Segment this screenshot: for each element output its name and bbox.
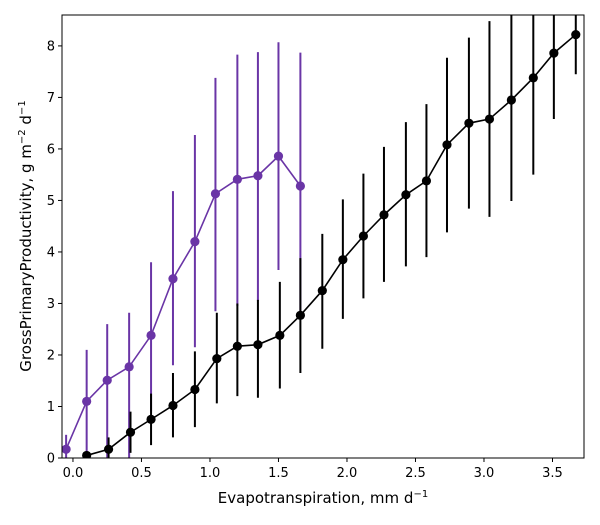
data-point: [506, 95, 516, 105]
data-point: [275, 330, 285, 341]
data-point: [528, 73, 538, 83]
data-point: [338, 255, 348, 265]
data-point: [358, 231, 369, 241]
y-tick-label: 4: [47, 245, 55, 260]
data-point: [421, 176, 432, 186]
data-point: [401, 190, 411, 200]
data-point: [232, 341, 242, 351]
data-point: [124, 362, 134, 372]
y-tick-label: 5: [47, 194, 55, 209]
y-tick-label: 3: [47, 297, 55, 312]
y-axis-label: GrossPrimaryProductivity, g m−2 d−1: [17, 100, 35, 371]
data-point: [62, 444, 71, 454]
data-point: [464, 118, 474, 128]
data-point: [168, 274, 178, 284]
data-point: [273, 151, 284, 161]
series-2: [82, 15, 581, 458]
data-point: [212, 353, 222, 364]
data-point: [146, 330, 156, 341]
data-point: [295, 181, 305, 191]
data-point: [168, 400, 178, 411]
y-axis-label-superscript-1: −2: [17, 129, 28, 144]
y-tick-label: 2: [47, 348, 55, 363]
data-point: [190, 384, 200, 395]
data-point: [295, 310, 305, 320]
data-point: [125, 427, 136, 437]
data-point: [442, 140, 452, 150]
x-tick-label: 0.5: [131, 466, 152, 481]
x-tick-label: 0.0: [63, 466, 84, 481]
y-axis-label-superscript-2: −1: [17, 100, 28, 115]
data-point: [232, 174, 242, 184]
data-point: [317, 285, 327, 296]
y-axis-label-mid: d: [17, 115, 35, 129]
data-point: [549, 48, 559, 58]
x-tick-label: 3.5: [542, 466, 563, 481]
x-axis-label: Evapotranspiration, mm d−1: [218, 489, 428, 507]
axis-layer: 0.0 0.5 1.0 1.5 2.0 2.5 3.0 3.5 0 1 2 3 4 5 6 7 8: [47, 39, 563, 481]
x-tick-label: 2.5: [405, 466, 426, 481]
series-1: [62, 42, 305, 458]
data-point: [103, 444, 114, 454]
data-point: [253, 171, 263, 181]
y-tick-label: 1: [47, 400, 55, 415]
data-point: [146, 414, 156, 424]
series-group: [62, 15, 581, 458]
x-tick-label: 1.0: [200, 466, 221, 481]
data-point: [571, 29, 581, 40]
data-point: [484, 114, 495, 124]
y-tick-label: 0: [47, 452, 55, 467]
y-tick-label: 8: [47, 39, 55, 54]
y-axis-label-text: GrossPrimaryProductivity, g m: [17, 144, 35, 372]
y-tick-label: 6: [47, 142, 55, 157]
data-point: [190, 237, 200, 247]
plot-frame: [61, 14, 585, 459]
x-tick-label: 2.0: [337, 466, 358, 481]
data-point: [210, 189, 221, 199]
x-axis-label-text: Evapotranspiration, mm d: [218, 489, 414, 507]
series-line: [65, 154, 302, 450]
x-tick-label: 1.5: [268, 466, 289, 481]
series-layer: [62, 15, 581, 458]
x-axis-label-superscript: −1: [413, 489, 428, 500]
data-point: [102, 375, 112, 385]
y-tick-label: 7: [47, 91, 55, 106]
data-point: [379, 210, 389, 220]
data-point: [82, 450, 92, 458]
x-tick-label: 3.0: [474, 466, 495, 481]
data-point: [82, 396, 92, 406]
data-point: [253, 340, 263, 350]
